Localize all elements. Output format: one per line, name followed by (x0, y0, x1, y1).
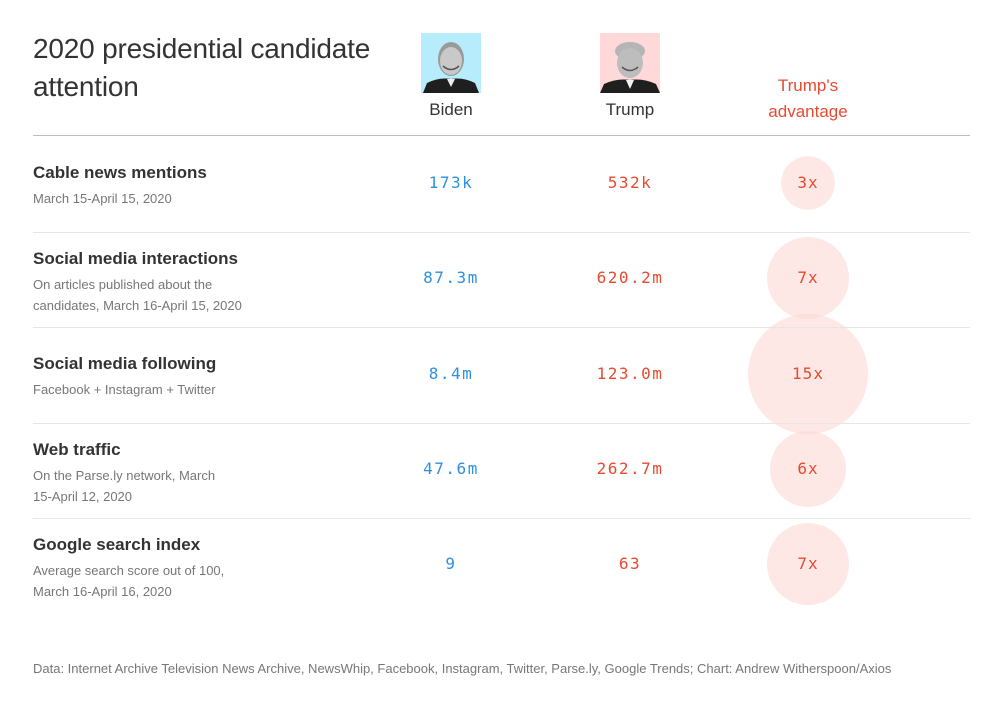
trump-value: 123.0m (596, 364, 664, 383)
metric-subtitle: On articles published about the candidat… (33, 277, 242, 313)
chart-title: 2020 presidential candidate attention (33, 33, 371, 102)
source-footer: Data: Internet Archive Television News A… (33, 661, 892, 676)
candidate-name-biden: Biden (429, 100, 473, 119)
trump-value: 63 (618, 554, 642, 573)
candidate-biden: Biden (391, 33, 511, 120)
metric-title: Social media following (33, 354, 217, 373)
trump-value: 532k (607, 173, 653, 192)
trump-portrait-icon (600, 33, 660, 93)
row-divider (33, 518, 970, 519)
trump-value: 620.2m (596, 268, 664, 287)
metric-title: Cable news mentions (33, 163, 207, 182)
metric-subtitle: March 15-April 15, 2020 (33, 191, 172, 206)
metric-subtitle: Facebook + Instagram + Twitter (33, 382, 216, 397)
advantage-label: 7x (797, 554, 819, 573)
metric-title: Web traffic (33, 440, 121, 459)
biden-value: 8.4m (428, 364, 474, 383)
biden-value: 173k (428, 173, 474, 192)
row-divider (33, 232, 970, 233)
metric-subtitle: On the Parse.ly network, March 15-April … (33, 468, 216, 504)
biden-portrait-icon (421, 33, 481, 93)
metric-subtitle: Average search score out of 100, March 1… (33, 563, 225, 599)
advantage-label: 7x (797, 268, 819, 287)
biden-value: 47.6m (423, 459, 479, 478)
advantage-header: Trump's advantage (768, 76, 848, 121)
metric-title: Google search index (33, 535, 201, 554)
advantage-label: 6x (797, 459, 819, 478)
advantage-label: 3x (797, 173, 819, 192)
biden-value: 87.3m (423, 268, 479, 287)
candidate-trump: Trump (570, 33, 690, 120)
row-divider (33, 327, 970, 328)
trump-value: 262.7m (596, 459, 664, 478)
biden-value: 9 (445, 554, 457, 573)
header-divider (33, 135, 970, 136)
row-divider (33, 423, 970, 424)
advantage-label: 15x (792, 364, 824, 383)
metric-title: Social media interactions (33, 249, 239, 268)
candidate-name-trump: Trump (605, 100, 655, 119)
